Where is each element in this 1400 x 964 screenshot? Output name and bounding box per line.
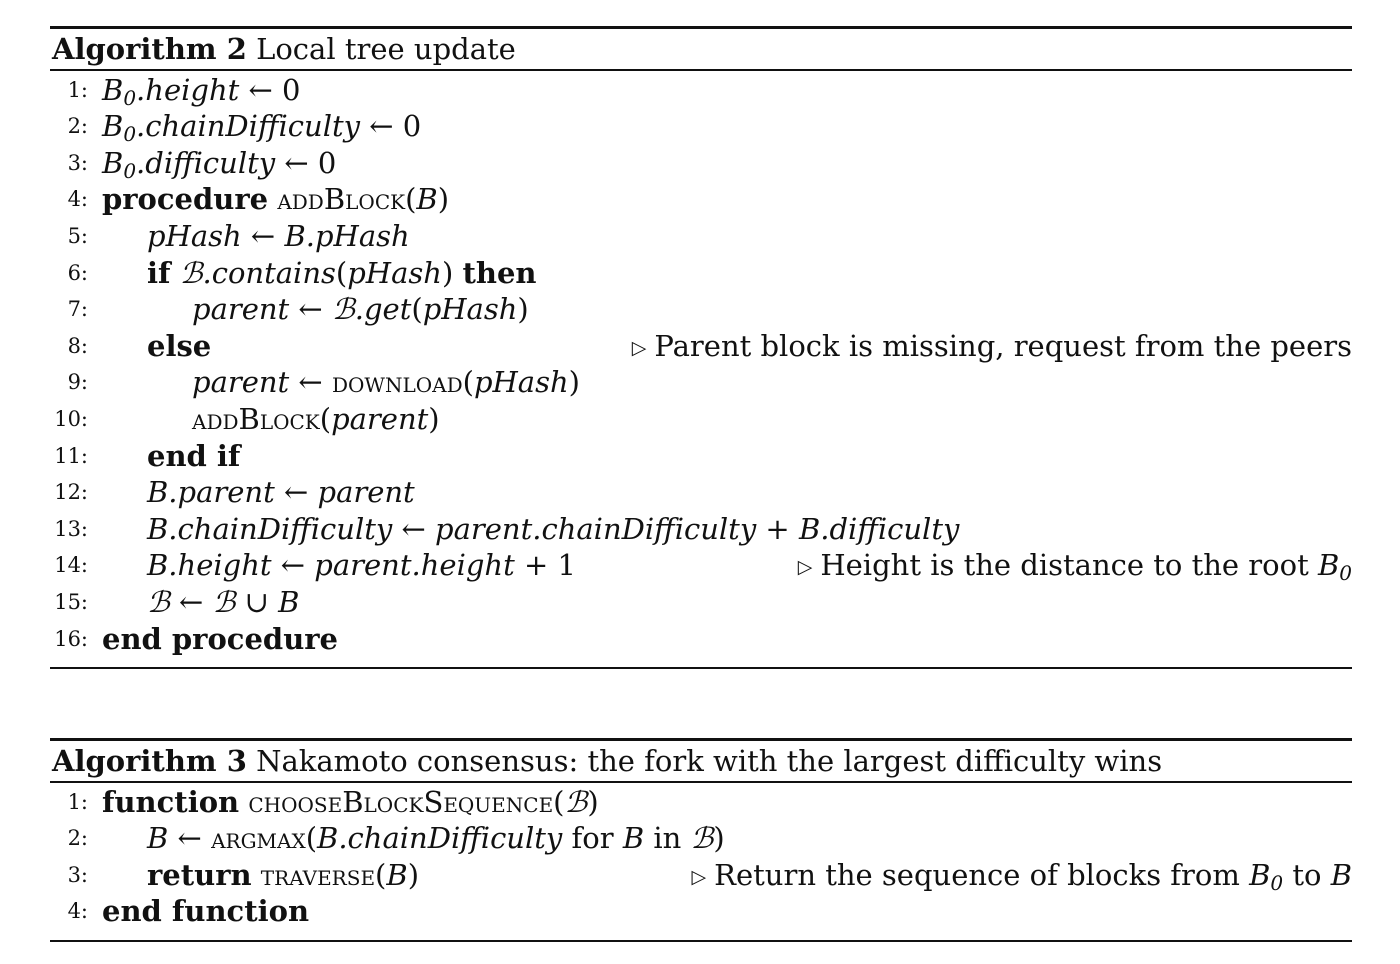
statement: B.height ← parent.height + 1 (147, 548, 576, 583)
code-line: 16: end procedure (50, 621, 1352, 658)
statement: B0.difficulty ← 0 (102, 145, 337, 183)
line-number: 10: (54, 406, 88, 431)
line-number: 6: (67, 260, 88, 285)
code-line: 14: B.height ← parent.height + 1 ▷ Height… (50, 547, 1352, 584)
comment-triangle-icon: ▷ (797, 556, 813, 579)
code-line: 7: parent ← ℬ.get(pHash) (50, 291, 1352, 328)
algorithm-body: 1: function chooseBlockSequence(ℬ) 2: B … (50, 783, 1352, 940)
line-number: 4: (67, 899, 88, 924)
statement: B.chainDifficulty ← parent.chainDifficul… (147, 511, 960, 546)
code-line: 3: return traverse(B) ▷ Return the sequen… (50, 857, 1352, 894)
statement: B0.chainDifficulty ← 0 (102, 109, 422, 147)
code-line: 13: B.chainDifficulty ← parent.chainDiff… (50, 511, 1352, 548)
code-line: 1: function chooseBlockSequence(ℬ) (50, 784, 1352, 821)
comment-text: Parent block is missing, request from th… (654, 328, 1352, 363)
comment: ▷ Return the sequence of blocks from B0 t… (691, 857, 1353, 895)
algorithm-2-box: Algorithm 2 Local tree update 1: B0.heig… (50, 26, 1352, 669)
line-number: 4: (67, 187, 88, 212)
code-line: 12: B.parent ← parent (50, 474, 1352, 511)
statement: else (147, 328, 212, 363)
caption-rule (50, 69, 1352, 71)
algorithm-label: Algorithm 3 (52, 744, 247, 778)
statement: end if (147, 438, 241, 473)
code-line: 4: end function (50, 893, 1352, 930)
line-number: 8: (67, 333, 88, 358)
statement: parent ← download(pHash) (192, 365, 580, 400)
line-number: 7: (67, 297, 88, 322)
statement: end procedure (102, 621, 339, 656)
statement: return traverse(B) (147, 857, 420, 892)
line-number: 3: (67, 150, 88, 175)
code-line: 15: ℬ ← ℬ ∪ B (50, 584, 1352, 621)
statement: pHash ← B.pHash (147, 218, 410, 253)
line-number: 2: (67, 826, 88, 851)
line-number: 1: (67, 77, 88, 102)
algorithm-caption: Algorithm 3 Nakamoto consensus: the fork… (50, 741, 1352, 781)
code-line: 8: else ▷ Parent block is missing, reques… (50, 328, 1352, 365)
algorithm-title: Local tree update (256, 32, 516, 66)
statement: if ℬ.contains(pHash) then (147, 255, 537, 290)
code-line: 4: procedure addBlock(B) (50, 181, 1352, 218)
top-rule (50, 26, 1352, 29)
statement: function chooseBlockSequence(ℬ) (102, 784, 599, 819)
algorithm-caption: Algorithm 2 Local tree update (50, 29, 1352, 69)
code-line: 1: B0.height ← 0 (50, 72, 1352, 109)
statement: ℬ ← ℬ ∪ B (147, 584, 300, 619)
line-number: 3: (67, 862, 88, 887)
comment: ▷ Height is the distance to the root B0 (797, 548, 1352, 586)
line-number: 14: (54, 553, 88, 578)
line-number: 5: (67, 223, 88, 248)
line-number: 13: (54, 516, 88, 541)
line-number: 16: (54, 626, 88, 651)
comment-triangle-icon: ▷ (631, 336, 647, 359)
algorithm-title: Nakamoto consensus: the fork with the la… (256, 744, 1163, 778)
code-line: 11: end if (50, 438, 1352, 475)
caption-rule (50, 781, 1352, 783)
code-line: 2: B0.chainDifficulty ← 0 (50, 108, 1352, 145)
statement: parent ← ℬ.get(pHash) (192, 292, 529, 327)
bottom-rule (50, 939, 1352, 942)
code-line: 5: pHash ← B.pHash (50, 218, 1352, 255)
code-line: 3: B0.difficulty ← 0 (50, 145, 1352, 182)
comment: ▷ Parent block is missing, request from t… (632, 328, 1352, 369)
line-number: 15: (54, 589, 88, 614)
statement: end function (102, 894, 310, 929)
statement: B0.height ← 0 (102, 72, 301, 110)
statement: B ← argmax(B.chainDifficulty for B in ℬ) (147, 821, 725, 856)
code-line: 9: parent ← download(pHash) (50, 364, 1352, 401)
code-line: 10: addBlock(parent) (50, 401, 1352, 438)
line-number: 1: (67, 789, 88, 814)
line-number: 11: (54, 443, 88, 468)
algorithm-3-box: Algorithm 3 Nakamoto consensus: the fork… (50, 738, 1352, 942)
line-number: 2: (67, 114, 88, 139)
algorithm-body: 1: B0.height ← 0 2: B0.chainDifficulty ←… (50, 71, 1352, 668)
code-line: 2: B ← argmax(B.chainDifficulty for B in… (50, 820, 1352, 857)
line-number: 9: (67, 370, 88, 395)
statement: B.parent ← parent (147, 475, 415, 510)
code-line: 6: if ℬ.contains(pHash) then (50, 255, 1352, 292)
top-rule (50, 738, 1352, 741)
statement: addBlock(parent) (192, 401, 440, 436)
bottom-rule (50, 667, 1352, 669)
statement: procedure addBlock(B) (102, 182, 450, 217)
algorithm-label: Algorithm 2 (52, 32, 247, 66)
comment-triangle-icon: ▷ (691, 865, 707, 888)
line-number: 12: (54, 480, 88, 505)
